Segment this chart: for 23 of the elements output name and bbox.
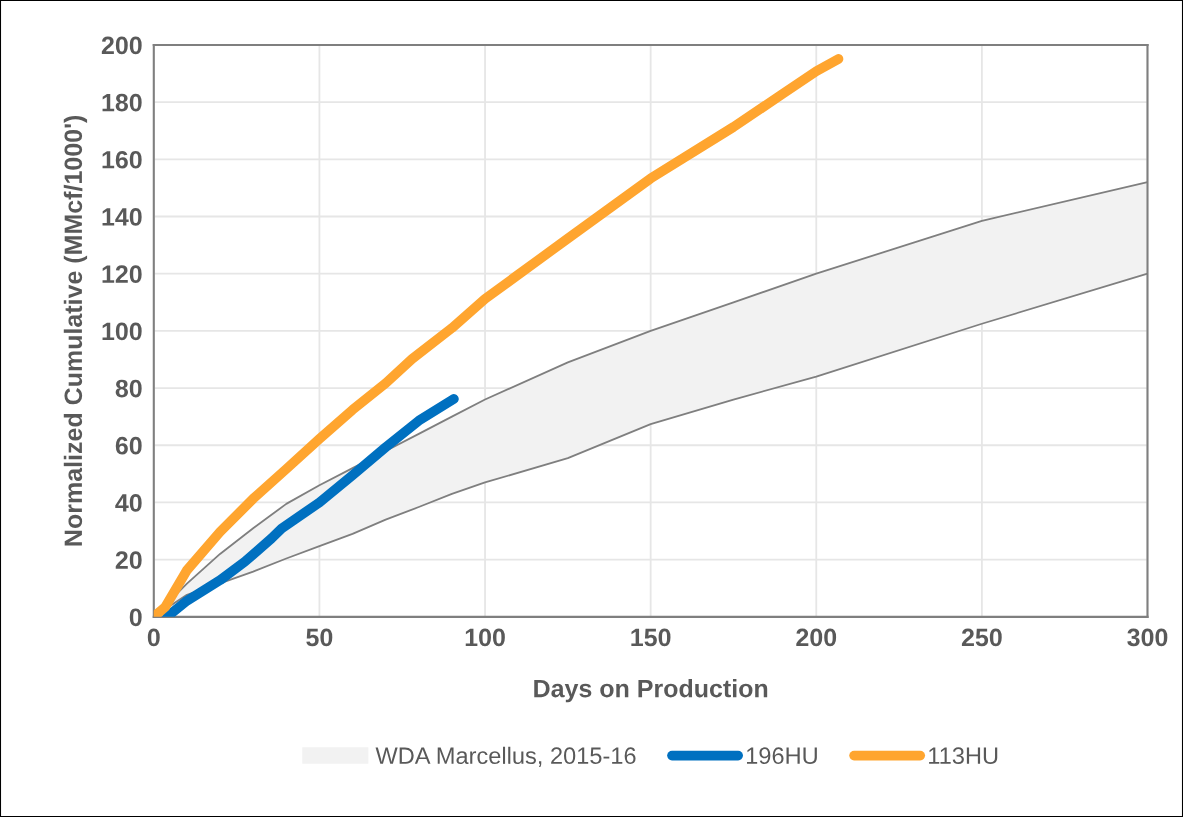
y-tick-label: 100 xyxy=(102,322,142,341)
x-tick-label: 300 xyxy=(1127,628,1168,647)
y-tick-label: 0 xyxy=(129,608,142,627)
y-tick-label: 40 xyxy=(115,494,142,512)
y-tick-label: 200 xyxy=(101,36,142,55)
legend-label: 113HU xyxy=(929,747,998,765)
y-tick-label: 140 xyxy=(102,208,142,226)
legend-label: WDA Marcellus, 2015-16 xyxy=(375,746,636,767)
y-tick-label: 60 xyxy=(115,436,142,455)
x-axis-title: Days on Production xyxy=(534,679,768,703)
x-tick-label: 0 xyxy=(147,628,160,647)
y-tick-label: 20 xyxy=(115,551,142,569)
y-axis-title: Normalized Cumulative (MMcf/1000') xyxy=(63,115,88,546)
y-tick-label: 160 xyxy=(102,150,142,169)
y-tick-label: 180 xyxy=(102,93,142,112)
x-tick-label: 200 xyxy=(796,628,837,647)
y-tick-label: 120 xyxy=(102,265,142,283)
legend-label: 196HU xyxy=(746,747,817,765)
y-tick-label: 80 xyxy=(115,379,142,398)
x-tick-label: 100 xyxy=(465,628,505,647)
x-tick-label: 50 xyxy=(306,628,333,647)
x-tick-label: 150 xyxy=(631,628,671,647)
x-tick-label: 250 xyxy=(961,628,1002,647)
